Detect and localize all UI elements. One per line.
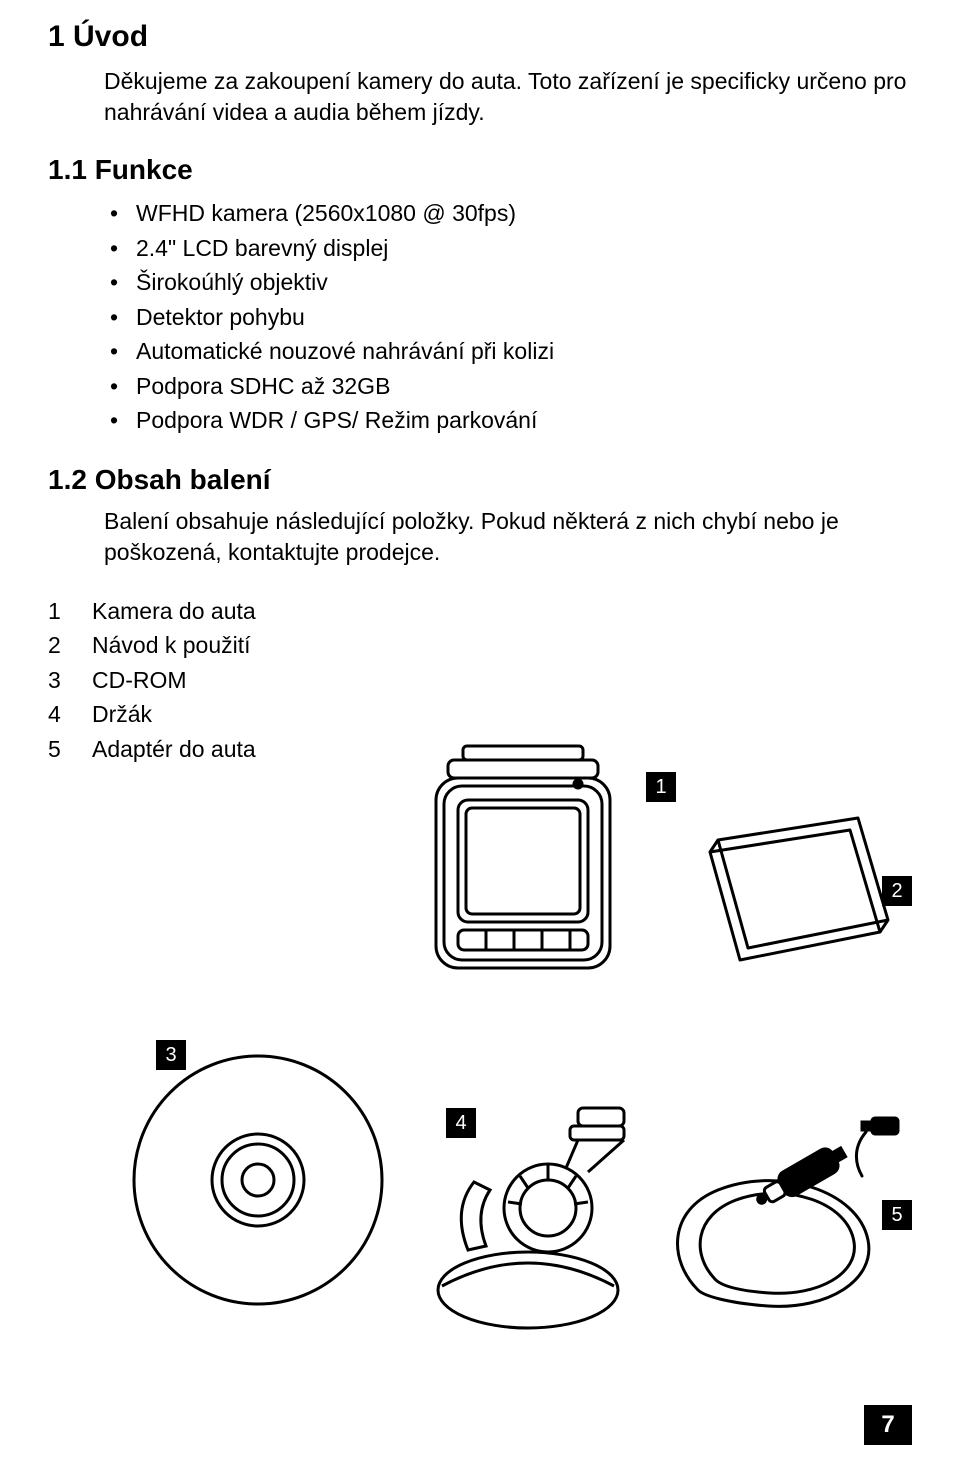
item-label: Kamera do auta	[92, 598, 256, 624]
features-list: WFHD kamera (2560x1080 @ 30fps) 2.4" LCD…	[104, 196, 912, 438]
list-item: Automatické nouzové nahrávání při kolizi	[104, 334, 912, 369]
adapter-illustration	[658, 1110, 918, 1340]
list-item: WFHD kamera (2560x1080 @ 30fps)	[104, 196, 912, 231]
label-4: 4	[446, 1108, 476, 1138]
item-number: 3	[48, 663, 92, 698]
item-number: 4	[48, 697, 92, 732]
label-2: 2	[882, 876, 912, 906]
section-1-intro: Děkujeme za zakoupení kamery do auta. To…	[104, 66, 912, 128]
item-label: Návod k použití	[92, 632, 251, 658]
label-5: 5	[882, 1200, 912, 1230]
section-1-2-intro: Balení obsahuje následující položky. Pok…	[104, 506, 912, 568]
list-item: Podpora WDR / GPS/ Režim parkování	[104, 403, 912, 438]
cdrom-illustration	[128, 1050, 388, 1310]
list-item: 2Návod k použití	[48, 628, 912, 663]
item-number: 1	[48, 594, 92, 629]
item-number: 2	[48, 628, 92, 663]
label-3: 3	[156, 1040, 186, 1070]
page-number: 7	[864, 1405, 912, 1445]
item-label: Držák	[92, 701, 152, 727]
list-item: 4Držák	[48, 697, 912, 732]
label-1: 1	[646, 772, 676, 802]
section-heading-1: 1 Úvod	[48, 20, 912, 54]
list-item: 1Kamera do auta	[48, 594, 912, 629]
section-heading-1-1: 1.1 Funkce	[48, 154, 912, 186]
item-label: CD-ROM	[92, 667, 187, 693]
section-heading-1-2: 1.2 Obsah balení	[48, 464, 912, 496]
manual-illustration	[688, 810, 908, 970]
list-item: Širokoúhlý objektiv	[104, 265, 912, 300]
list-item: 3CD-ROM	[48, 663, 912, 698]
camera-illustration	[408, 740, 638, 980]
list-item: 2.4" LCD barevný displej	[104, 231, 912, 266]
list-item: Detektor pohybu	[104, 300, 912, 335]
illustration-area: 1 2 3	[48, 750, 912, 1390]
list-item: Podpora SDHC až 32GB	[104, 369, 912, 404]
